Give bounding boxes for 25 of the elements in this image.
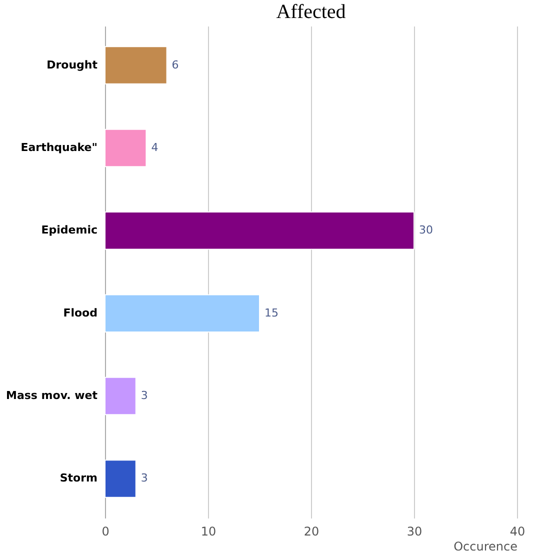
bar <box>104 294 260 332</box>
y-tick-label: Drought <box>46 58 98 72</box>
data-label: 4 <box>151 140 158 154</box>
data-label: 3 <box>140 389 148 402</box>
y-tick-label: Flood <box>63 306 98 320</box>
chart-title: Affected <box>276 1 346 23</box>
x-axis-title: Occurence <box>454 540 518 554</box>
x-tick-label: 30 <box>406 524 422 538</box>
data-label: 30 <box>419 224 433 237</box>
y-tick-label: Earthquake" <box>20 140 98 154</box>
x-tick-label: 10 <box>200 524 216 538</box>
bar <box>104 212 414 250</box>
y-tick-label: Mass mov. wet <box>6 389 98 402</box>
bar <box>104 128 147 168</box>
x-tick-label: 20 <box>304 524 320 538</box>
bar <box>104 46 168 84</box>
y-tick-label: Storm <box>60 472 98 485</box>
x-tick-label: 40 <box>510 524 526 538</box>
x-tick-label: 0 <box>102 524 110 538</box>
bar <box>104 376 136 416</box>
data-label: 15 <box>264 306 278 320</box>
data-label: 3 <box>140 472 148 485</box>
bar <box>104 460 136 498</box>
y-tick-label: Epidemic <box>41 224 98 237</box>
data-label: 6 <box>172 58 179 72</box>
